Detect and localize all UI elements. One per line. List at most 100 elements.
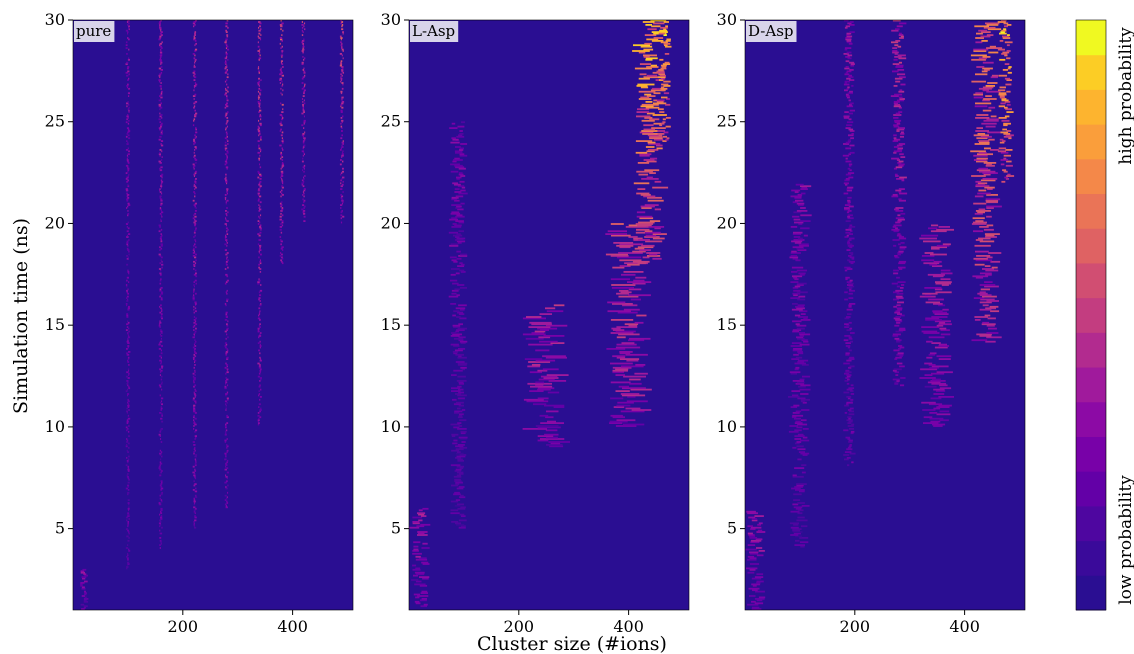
heatmap-cell: [194, 351, 196, 353]
heatmap-cell: [280, 231, 283, 234]
heatmap-cell: [893, 102, 898, 105]
heatmap-cell: [894, 56, 902, 58]
heatmap-cell: [279, 69, 282, 71]
heatmap-cell: [160, 378, 163, 381]
heatmap-cell: [984, 265, 991, 267]
heatmap-cell: [422, 577, 429, 580]
heatmap-cell: [84, 592, 87, 594]
heatmap-cell: [126, 194, 130, 196]
heatmap-cell: [194, 352, 197, 355]
heatmap-cell: [618, 295, 639, 298]
heatmap-cell: [453, 493, 461, 496]
heatmap-cell: [648, 253, 658, 256]
heatmap-cells: [409, 20, 672, 608]
heatmap-cell: [281, 159, 284, 161]
heatmap-cell: [931, 224, 939, 227]
heatmap-cell: [790, 534, 799, 536]
heatmap-cell: [975, 92, 983, 95]
heatmap-cell: [302, 69, 304, 71]
heatmap-cell: [644, 34, 657, 36]
heatmap-cell: [455, 361, 465, 363]
heatmap-cell: [226, 371, 229, 374]
heatmap-cell: [159, 385, 162, 388]
heatmap-cell: [125, 189, 129, 192]
heatmap-cell: [302, 146, 305, 148]
heatmap-cell: [666, 38, 671, 41]
heatmap-cell: [301, 82, 304, 84]
heatmap-cell: [525, 337, 544, 340]
heatmap-cell: [225, 105, 229, 108]
heatmap-cell: [459, 153, 465, 156]
heatmap-cell: [458, 173, 464, 176]
heatmap-cell: [281, 246, 284, 249]
heatmap-cell: [226, 256, 228, 259]
heatmap-cell: [538, 336, 551, 339]
heatmap-cell: [793, 404, 800, 407]
heatmap-cell: [127, 288, 129, 291]
heatmap-cell: [456, 294, 460, 297]
heatmap-cell: [226, 189, 229, 192]
heatmap-cell: [893, 298, 900, 301]
heatmap-cell: [999, 40, 1004, 42]
heatmap-cell: [226, 275, 229, 278]
heatmap-cell: [258, 71, 260, 74]
heatmap-cell: [127, 529, 129, 532]
heatmap-cell: [158, 103, 161, 106]
heatmap-cell: [651, 40, 664, 42]
heatmap-cell: [126, 313, 129, 315]
heatmap-cell: [792, 380, 804, 382]
heatmap-cell: [612, 366, 632, 369]
heatmap-cell: [413, 593, 420, 596]
heatmap-cell: [544, 404, 565, 407]
heatmap-cell: [793, 523, 799, 526]
heatmap-cell: [224, 149, 227, 151]
heatmap-cell: [985, 22, 1000, 25]
heatmap-cell: [342, 215, 345, 218]
heatmap-cell: [160, 102, 162, 105]
heatmap-cell: [791, 487, 801, 490]
heatmap-cell: [303, 25, 305, 28]
heatmap-cell: [341, 141, 344, 144]
heatmap-cell: [620, 358, 640, 360]
heatmap-cell: [623, 271, 644, 273]
heatmap-cell: [128, 137, 131, 140]
heatmap-cell: [160, 20, 162, 22]
heatmap-cell: [790, 252, 801, 254]
heatmap-cell: [127, 308, 130, 311]
heatmap-cell: [530, 385, 553, 388]
heatmap-cell: [224, 141, 227, 144]
heatmap-cell: [986, 332, 999, 334]
heatmap-cell: [453, 369, 463, 372]
heatmap-cell: [1006, 111, 1014, 113]
heatmap-cell: [938, 396, 954, 398]
heatmap-cell: [128, 77, 130, 80]
heatmap-cell: [161, 234, 163, 237]
heatmap-cell: [455, 448, 464, 451]
heatmap-cell: [303, 122, 305, 125]
heatmap-cell: [258, 157, 260, 160]
heatmap-cell: [1003, 154, 1011, 157]
heatmap-cell: [126, 326, 129, 328]
heatmap-cell: [990, 115, 997, 118]
heatmap-cell: [789, 522, 800, 525]
heatmap-cell: [895, 166, 903, 169]
heatmap-cell: [988, 138, 995, 141]
heatmap-cell: [847, 214, 853, 217]
heatmap-cell: [224, 439, 227, 442]
heatmap-cell: [893, 230, 899, 233]
heatmap-cell: [845, 60, 850, 63]
heatmap-cell: [896, 292, 904, 295]
heatmap-cell: [419, 584, 428, 587]
heatmap-cell: [848, 128, 854, 131]
heatmap-cell: [649, 135, 663, 138]
heatmap-cell: [80, 584, 83, 587]
heatmap-cell: [924, 294, 932, 297]
y-tick-label: 25: [717, 112, 737, 131]
heatmap-cell: [899, 365, 905, 368]
heatmap-cell: [456, 503, 464, 506]
heatmap-cell: [126, 295, 129, 298]
heatmap-cell: [158, 348, 161, 350]
heatmap-cell: [454, 239, 464, 241]
heatmap-cell: [794, 285, 801, 288]
heatmap-cell: [896, 380, 900, 382]
